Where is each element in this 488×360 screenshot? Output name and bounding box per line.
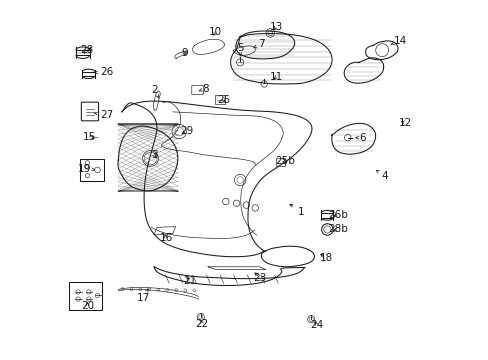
Text: 6: 6 bbox=[355, 133, 366, 143]
Text: 25b: 25b bbox=[275, 156, 295, 166]
Text: 16: 16 bbox=[160, 233, 173, 243]
Text: 25: 25 bbox=[217, 95, 230, 105]
Text: 13: 13 bbox=[269, 22, 282, 32]
Text: 11: 11 bbox=[269, 72, 283, 82]
Text: 15: 15 bbox=[83, 132, 96, 142]
Text: 23: 23 bbox=[252, 273, 265, 283]
Text: 14: 14 bbox=[390, 36, 407, 46]
Text: 26: 26 bbox=[94, 67, 113, 77]
Text: 26b: 26b bbox=[328, 210, 347, 220]
Text: 24: 24 bbox=[310, 320, 323, 330]
Text: 8: 8 bbox=[199, 84, 209, 94]
Text: 28: 28 bbox=[80, 45, 93, 55]
Bar bbox=[69, 282, 102, 310]
Text: 22: 22 bbox=[195, 319, 208, 329]
Text: 1: 1 bbox=[289, 204, 304, 217]
Text: 29: 29 bbox=[180, 126, 193, 135]
Text: 18: 18 bbox=[319, 253, 332, 263]
Text: 12: 12 bbox=[398, 118, 412, 128]
Text: 7: 7 bbox=[253, 40, 264, 49]
Text: 21: 21 bbox=[183, 276, 196, 286]
Text: 9: 9 bbox=[181, 48, 187, 58]
Text: 17: 17 bbox=[137, 289, 150, 303]
Text: 3: 3 bbox=[150, 150, 157, 160]
Text: 2: 2 bbox=[150, 85, 159, 98]
Text: 28b: 28b bbox=[328, 225, 347, 234]
Text: 10: 10 bbox=[209, 27, 222, 37]
Text: 19: 19 bbox=[78, 163, 95, 174]
Text: 4: 4 bbox=[376, 170, 387, 181]
Text: 27: 27 bbox=[94, 110, 113, 120]
Text: 5: 5 bbox=[236, 43, 243, 56]
Text: 20: 20 bbox=[81, 301, 94, 311]
